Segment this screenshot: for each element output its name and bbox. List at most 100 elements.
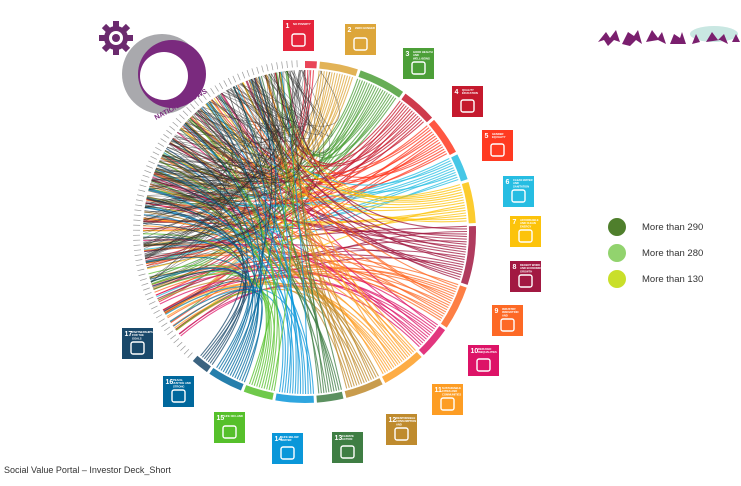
chord-link (158, 134, 227, 171)
sdg-pictogram-icon (340, 445, 355, 459)
chord-link (171, 74, 303, 175)
legend-dot (608, 218, 626, 236)
chord-link (229, 83, 292, 122)
chord-arc-sdg-4 (401, 93, 433, 123)
sdg-label-line: PARTNERSHIPS (132, 330, 153, 334)
chord-link (142, 77, 279, 234)
chord-ribbon (145, 204, 251, 371)
chord-arcs (192, 61, 477, 404)
chord-arc-sdg-3 (358, 70, 404, 98)
chord-link (143, 72, 275, 225)
sdg-number: 9 (495, 308, 499, 315)
sdg-label-line: INNOVATION (502, 310, 519, 314)
chord-link (169, 72, 287, 168)
sdg-label-line: AFFORDABLE (520, 218, 539, 222)
chord-link (234, 71, 284, 143)
chord-arc-sdg-1 (305, 61, 317, 69)
sdg-pictogram-icon (222, 425, 237, 439)
chord-tick (251, 68, 255, 76)
sdg-pictogram-icon (518, 229, 533, 243)
sdg-number: 5 (485, 133, 489, 140)
chord-ribbon (286, 70, 325, 393)
chord-tick (157, 142, 165, 147)
sdg-number: 17 (125, 331, 133, 338)
chord-link (144, 82, 262, 257)
chord-tick (139, 184, 147, 188)
chord-tick (232, 75, 237, 83)
chord-tick (146, 296, 154, 301)
chord-tick (134, 209, 142, 212)
chord-tick (160, 138, 167, 143)
chord-tick (223, 80, 228, 87)
chord-link (143, 95, 282, 224)
sdg-number: 4 (455, 89, 459, 96)
chord-arc-sdg-11 (381, 351, 422, 383)
sdg-pictogram-icon (280, 446, 295, 460)
gear-icon (99, 21, 133, 55)
chord-tick (172, 121, 179, 127)
chord-tick (183, 349, 190, 355)
chord-tick (155, 146, 162, 152)
chord-tick (133, 244, 141, 246)
chord-tick (142, 174, 150, 178)
chord-ribbon (178, 285, 420, 348)
chord-tick (291, 60, 293, 68)
chord-tick (137, 268, 145, 272)
chord-arc-sdg-14 (275, 393, 314, 404)
chord-ribbon (195, 111, 335, 392)
sdg-number: 1 (286, 23, 290, 30)
chord-link (143, 73, 273, 221)
chord-ribbons (142, 69, 468, 395)
chord-link (146, 92, 291, 269)
chord-link (145, 70, 305, 259)
chord-tick (246, 69, 250, 77)
chord-tick (182, 110, 189, 116)
sdg-label-line: INEQUALITIES (478, 350, 497, 354)
chord-ribbon (171, 138, 255, 373)
chord-link (143, 135, 234, 241)
sdg-label-line: LIFE ON LAND (224, 414, 243, 418)
sdg-number: 10 (471, 348, 479, 355)
sdg-label-line: GENDER (492, 132, 504, 136)
sdg-label-line: ZERO HUNGER (355, 26, 375, 30)
legend-item: More than 280 (608, 240, 728, 266)
chord-arc-sdg-5 (428, 119, 456, 156)
chord-tick (176, 341, 183, 348)
chord-ribbon (166, 283, 393, 370)
sdg-label-line: ENERGY (520, 224, 532, 228)
sdg-number: 3 (406, 51, 410, 58)
sdg-number: 13 (335, 435, 343, 442)
sdg-pictogram-icon (511, 189, 526, 203)
chord-tick (155, 314, 163, 319)
chord-tick (153, 309, 160, 314)
sdg-label-line: CONSUMPTION (396, 419, 416, 423)
chord-link (144, 176, 219, 207)
chord-tick (134, 254, 142, 256)
chord-tick (138, 273, 146, 276)
chord-link (143, 88, 248, 219)
chord-tick (281, 61, 283, 69)
chord-tick (135, 204, 143, 207)
chord-tick (136, 263, 144, 267)
chord-arc-sdg-2 (319, 61, 358, 77)
sdg-number: 8 (513, 264, 517, 271)
chord-link (162, 70, 302, 173)
chord-link (215, 70, 331, 153)
chord-ribbon (151, 270, 272, 389)
sdg-label-line: NO POVERTY (293, 22, 311, 26)
chord-ribbon (232, 86, 320, 394)
chord-ribbon (152, 269, 245, 358)
sdg-label-line: FOR THE (132, 333, 144, 337)
sdg-label-line: AND (502, 313, 508, 317)
chord-arc-sdg-10 (418, 326, 446, 356)
chord-ribbon (185, 121, 360, 385)
sdg-label-line: WATER (282, 438, 292, 442)
chord-tick (193, 100, 199, 107)
